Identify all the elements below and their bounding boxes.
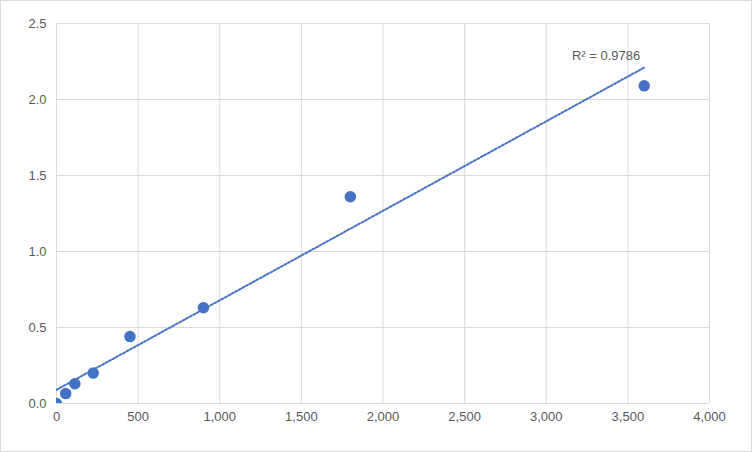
svg-text:4,000: 4,000 xyxy=(693,409,726,424)
svg-text:1.0: 1.0 xyxy=(28,244,46,259)
svg-text:2.0: 2.0 xyxy=(28,92,46,107)
svg-text:2.5: 2.5 xyxy=(28,16,46,31)
svg-text:0.0: 0.0 xyxy=(28,396,46,411)
svg-text:500: 500 xyxy=(127,409,149,424)
svg-text:0.5: 0.5 xyxy=(28,320,46,335)
svg-text:3,500: 3,500 xyxy=(612,409,645,424)
svg-text:R² = 0.9786: R² = 0.9786 xyxy=(572,48,640,63)
svg-text:1,000: 1,000 xyxy=(203,409,236,424)
svg-text:0: 0 xyxy=(53,409,60,424)
svg-text:3,000: 3,000 xyxy=(530,409,563,424)
svg-text:2,000: 2,000 xyxy=(367,409,400,424)
svg-text:1,500: 1,500 xyxy=(285,409,318,424)
svg-text:2,500: 2,500 xyxy=(448,409,481,424)
svg-text:1.5: 1.5 xyxy=(28,168,46,183)
